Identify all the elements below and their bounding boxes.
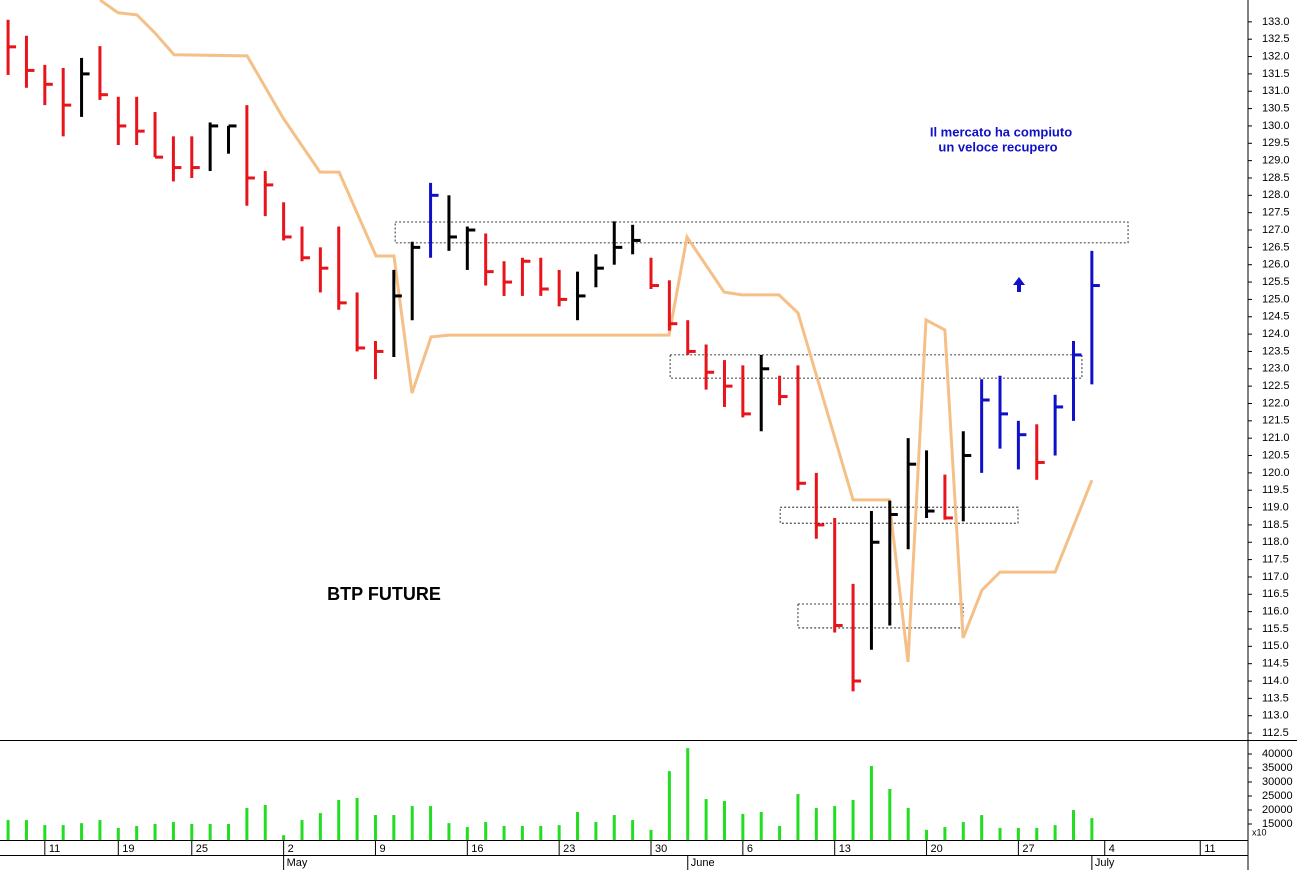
y-tick-label: 129.0	[1262, 155, 1290, 167]
y-tick-label: 115.5	[1262, 623, 1289, 635]
y-tick-label: 121.0	[1262, 432, 1290, 444]
y-tick-label: 116.0	[1262, 606, 1289, 618]
chart-title: BTP FUTURE	[327, 584, 441, 604]
x-tick-label: 11	[49, 843, 60, 855]
y-tick-label: 124.0	[1262, 328, 1290, 340]
x-tick-label: 25	[196, 843, 208, 855]
y-tick-label: 129.5	[1262, 137, 1290, 149]
y-tick-label: 40000	[1262, 748, 1293, 760]
y-tick-label: 120.0	[1262, 467, 1290, 479]
x-tick-label: 4	[1109, 843, 1115, 855]
y-tick-label: 114.5	[1262, 658, 1289, 670]
x-tick-label: 6	[747, 843, 753, 855]
x-tick-label: 9	[379, 843, 385, 855]
y-tick-label: 25000	[1262, 790, 1293, 802]
y-tick-label: 132.5	[1262, 33, 1290, 45]
signal-line	[99, 0, 1094, 663]
y-tick-label: 124.5	[1262, 311, 1290, 323]
y-tick-label: 127.0	[1262, 224, 1290, 236]
x-tick-label: 30	[655, 843, 667, 855]
zone	[779, 506, 1019, 524]
y-tick-label: 20000	[1262, 804, 1293, 816]
y-tick-label: 133.0	[1262, 16, 1290, 28]
x-tick-label: 16	[471, 843, 483, 855]
y-tick-label: 128.0	[1262, 189, 1290, 201]
x-tick-label: 20	[931, 843, 943, 855]
y-tick-label: 115.0	[1262, 640, 1289, 652]
y-tick-label: 113.5	[1262, 692, 1289, 704]
y-tick-label: 113.0	[1262, 710, 1289, 722]
y-tick-label: 119.5	[1262, 484, 1289, 496]
month-label: July	[1095, 857, 1115, 869]
y-tick-label: 125.0	[1262, 293, 1290, 305]
y-tick-label: 117.5	[1262, 554, 1289, 566]
y-tick-label: 30000	[1262, 776, 1293, 788]
y-tick-label: 119.0	[1262, 501, 1289, 513]
month-label: June	[691, 857, 715, 869]
up-arrow	[1013, 277, 1025, 292]
zone	[797, 603, 964, 629]
x-tick-label: 19	[122, 843, 134, 855]
y-tick-label: 130.5	[1262, 102, 1290, 114]
annotation: Il mercato ha compiuto	[930, 124, 1072, 139]
y-tick-label: 126.0	[1262, 259, 1290, 271]
x-tick-label: 23	[563, 843, 575, 855]
y-tick-label: 131.5	[1262, 68, 1290, 80]
zone	[669, 354, 1083, 379]
y-tick-label: 126.5	[1262, 241, 1290, 253]
y-tick-label: 125.5	[1262, 276, 1290, 288]
y-tick-label: 130.0	[1262, 120, 1290, 132]
y-tick-label: 122.0	[1262, 397, 1290, 409]
y-tick-label: 128.5	[1262, 172, 1290, 184]
y-tick-label: 121.5	[1262, 415, 1290, 427]
x-tick-label: 2	[288, 843, 294, 855]
y-tick-label: 127.5	[1262, 207, 1290, 219]
y-tick-label: 114.0	[1262, 675, 1289, 687]
y-tick-label: 122.5	[1262, 380, 1290, 392]
x-tick-label: 27	[1022, 843, 1034, 855]
y-tick-label: 123.0	[1262, 363, 1290, 375]
y-tick-label: 120.5	[1262, 449, 1290, 461]
annotation: un veloce recupero	[938, 139, 1057, 154]
y-tick-label: 131.0	[1262, 85, 1290, 97]
y-tick-label: 132.0	[1262, 50, 1290, 62]
y-tick-label: 123.5	[1262, 345, 1290, 357]
y-tick-label: 116.5	[1262, 588, 1289, 600]
y-tick-label: 118.5	[1262, 519, 1289, 531]
y-tick-label: 118.0	[1262, 536, 1289, 548]
zone	[394, 221, 1129, 244]
x-tick-label: 11	[1204, 843, 1215, 855]
y-tick-label: 112.5	[1262, 727, 1289, 739]
x-tick-label: 13	[839, 843, 851, 855]
volume-unit: x10	[1252, 827, 1267, 837]
y-tick-label: 117.0	[1262, 571, 1289, 583]
month-label: May	[287, 857, 308, 869]
y-tick-label: 35000	[1262, 762, 1293, 774]
y-tick-label: 15000	[1262, 818, 1293, 830]
